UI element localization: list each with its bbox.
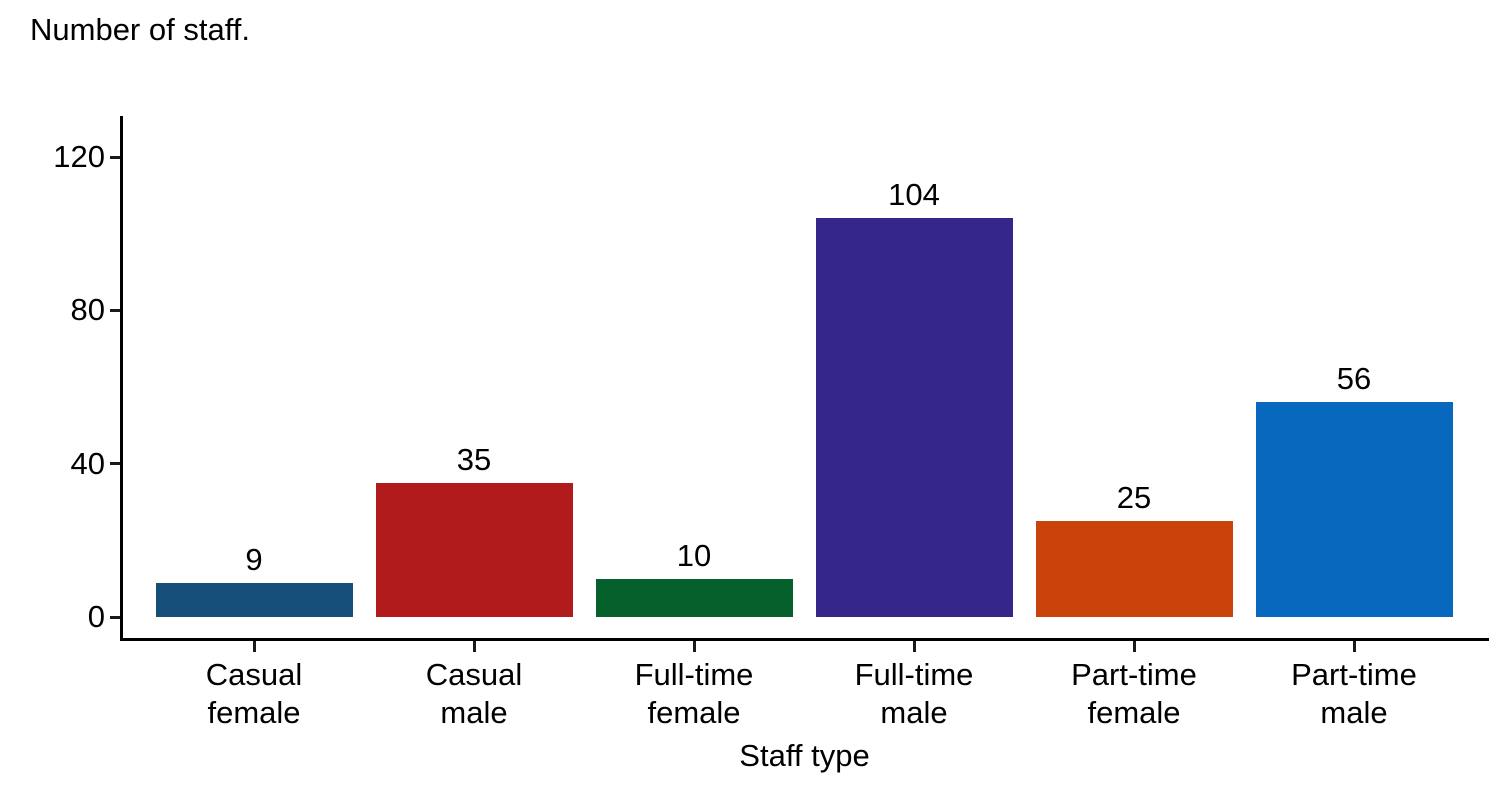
x-category-label-part-time-male: Part-time male xyxy=(1291,657,1417,730)
y-tick-label-80: 80 xyxy=(70,292,105,328)
x-tick-mark-part-time-female xyxy=(1132,641,1136,652)
x-axis-line xyxy=(120,638,1489,641)
y-axis-line xyxy=(120,116,123,641)
y-tick-mark-120 xyxy=(110,155,120,159)
x-tick-mark-part-time-male xyxy=(1352,641,1356,652)
y-tick-mark-80 xyxy=(110,308,120,312)
bar-value-label-full-time-male: 104 xyxy=(888,177,940,213)
bar-casual-female xyxy=(155,582,353,617)
bar-part-time-female xyxy=(1035,521,1233,617)
bar-value-label-part-time-female: 25 xyxy=(1116,480,1152,516)
x-category-label-casual-female: Casual female xyxy=(205,657,303,730)
x-tick-mark-casual-male xyxy=(472,641,476,652)
x-category-label-part-time-female: Part-time female xyxy=(1071,657,1197,730)
x-category-label-casual-male: Casual male xyxy=(425,657,523,730)
y-tick-mark-40 xyxy=(110,462,120,466)
x-axis-title: Staff type xyxy=(739,738,870,773)
bar-full-time-female xyxy=(595,578,793,617)
bar-value-label-part-time-male: 56 xyxy=(1336,361,1372,397)
x-category-label-full-time-male: Full-time male xyxy=(854,657,974,730)
bar-value-label-casual-male: 35 xyxy=(456,441,492,477)
x-tick-mark-full-time-male xyxy=(912,641,916,652)
bar-full-time-male xyxy=(815,218,1013,617)
bar-value-label-casual-female: 9 xyxy=(245,541,263,577)
y-tick-mark-0 xyxy=(110,615,120,619)
x-tick-mark-casual-female xyxy=(252,641,256,652)
bar-value-label-full-time-female: 10 xyxy=(676,537,712,573)
bar-casual-male xyxy=(375,482,573,617)
y-tick-label-40: 40 xyxy=(70,445,105,481)
y-tick-label-0: 0 xyxy=(87,599,105,634)
x-tick-mark-full-time-female xyxy=(692,641,696,652)
bar-part-time-male xyxy=(1255,402,1453,617)
y-tick-label-120: 120 xyxy=(53,139,105,174)
chart-title: Number of staff. xyxy=(30,12,250,47)
x-category-label-full-time-female: Full-time female xyxy=(634,657,754,730)
